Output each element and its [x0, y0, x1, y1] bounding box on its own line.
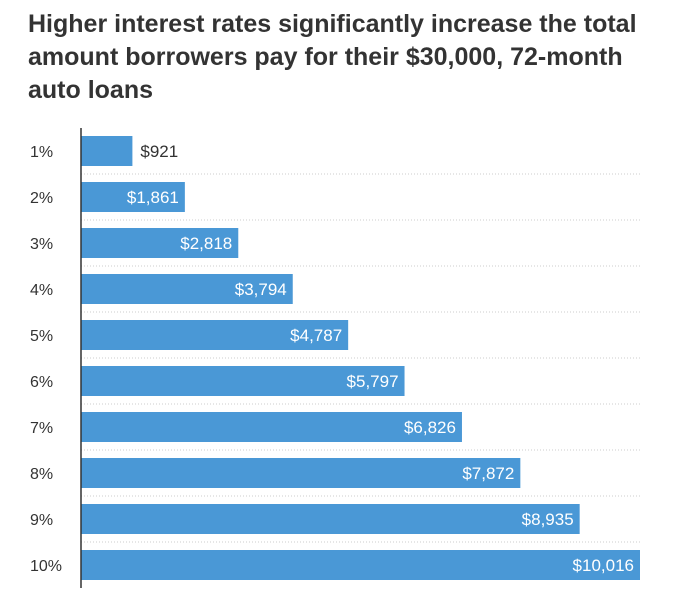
bar-9pct — [81, 504, 580, 534]
value-label: $2,818 — [180, 234, 232, 253]
category-label: 2% — [30, 190, 53, 207]
bar-3pct — [81, 228, 239, 258]
bar-10pct — [81, 550, 640, 580]
value-label: $1,861 — [127, 188, 179, 207]
bar-1pct — [81, 136, 133, 166]
category-label: 3% — [30, 236, 53, 253]
value-label: $10,016 — [573, 556, 634, 575]
category-label: 5% — [30, 328, 53, 345]
bar-7pct — [81, 412, 462, 442]
value-label: $4,787 — [290, 326, 342, 345]
bar-8pct — [81, 458, 521, 488]
category-label: 7% — [30, 420, 53, 437]
value-label: $7,872 — [462, 464, 514, 483]
chart-title: Higher interest rates significantly incr… — [28, 10, 637, 104]
bar-2pct — [81, 182, 185, 212]
bar-4pct — [81, 274, 293, 304]
bar-5pct — [81, 320, 349, 350]
category-label: 6% — [30, 374, 53, 391]
value-label: $921 — [140, 142, 178, 161]
value-label: $5,797 — [347, 372, 399, 391]
category-label: 9% — [30, 512, 53, 529]
category-label: 8% — [30, 466, 53, 483]
category-label: 4% — [30, 282, 53, 299]
value-label: $3,794 — [235, 280, 287, 299]
bar-6pct — [81, 366, 405, 396]
value-label: $6,826 — [404, 418, 456, 437]
category-label: 10% — [30, 558, 62, 575]
category-label: 1% — [30, 144, 53, 161]
value-label: $8,935 — [522, 510, 574, 529]
